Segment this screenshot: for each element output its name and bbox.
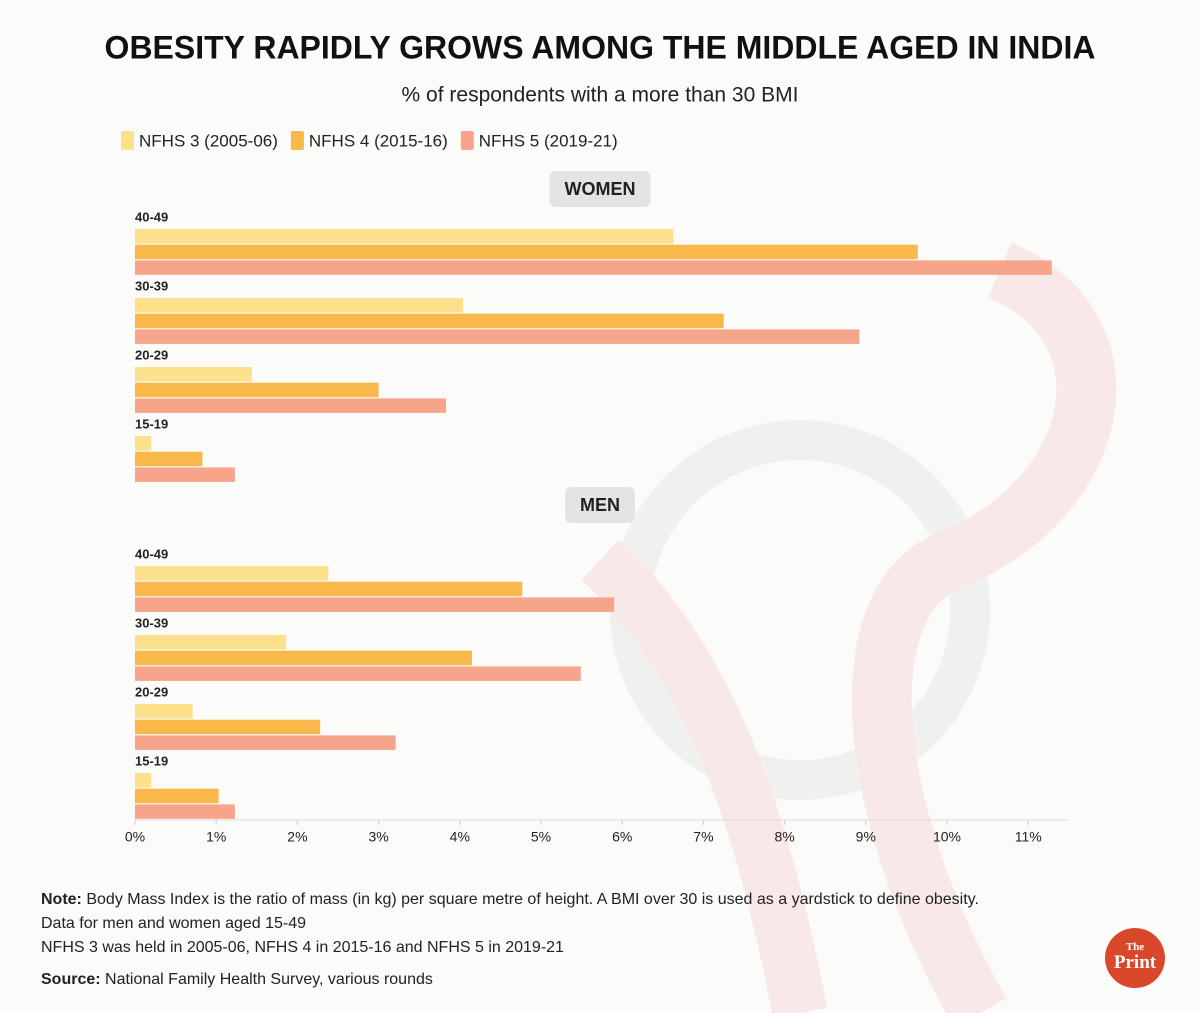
x-tick-label: 5% (531, 829, 551, 845)
x-tick-label: 6% (612, 829, 632, 845)
legend-swatch (290, 131, 304, 150)
note: Note: Body Mass Index is the ratio of ma… (41, 888, 979, 912)
category-label: 20-29 (135, 684, 168, 699)
source-text: National Family Health Survey, various r… (105, 971, 433, 988)
logo-bottom: Print (1113, 952, 1157, 973)
x-tick-label: 2% (287, 829, 307, 845)
x-tick-label: 3% (368, 829, 388, 845)
note-line: Data for men and women aged 15-49 (41, 915, 307, 932)
bar (135, 788, 219, 804)
panel-title-bg (565, 487, 635, 523)
background-decoration (581, 242, 1117, 1013)
x-tick-label: 9% (856, 829, 876, 845)
bar (135, 313, 724, 329)
legend-swatch (121, 131, 134, 150)
category-label: 40-49 (135, 209, 168, 224)
legend-label: NFHS 4 (2015-16) (309, 131, 448, 150)
bar (135, 467, 235, 482)
bar (135, 436, 152, 451)
bar (135, 719, 321, 735)
bar (135, 666, 581, 681)
x-tick-label: 11% (1015, 829, 1042, 845)
bar (135, 773, 152, 788)
x-tick-label: 0% (125, 829, 145, 845)
bar (135, 367, 252, 382)
bar (135, 229, 674, 244)
category-label: 40-49 (135, 546, 168, 561)
subtitle: % of respondents with a more than 30 BMI (402, 84, 799, 107)
bar (135, 451, 203, 467)
x-tick-label: 1% (206, 829, 226, 845)
source-label: Source: (41, 971, 101, 988)
panel-title: WOMEN (565, 179, 636, 199)
category-label: 15-19 (135, 416, 168, 431)
category-label: 30-39 (135, 615, 168, 630)
category-label: 30-39 (135, 278, 168, 293)
x-tick-label: 8% (774, 829, 794, 845)
bar (135, 597, 615, 612)
panel-title: MEN (580, 495, 620, 515)
bar (135, 704, 193, 719)
x-tick-label: 7% (693, 829, 713, 845)
category-label: 20-29 (135, 347, 168, 362)
source: Source: National Family Health Survey, v… (41, 968, 433, 992)
logo-top: The (1125, 941, 1145, 953)
x-tick-label: 10% (933, 829, 961, 845)
legend-swatch (460, 131, 474, 150)
legend-label: NFHS 5 (2019-21) (479, 131, 618, 150)
bar (135, 735, 396, 750)
bar (135, 581, 523, 597)
bar (135, 382, 379, 398)
bar (135, 804, 235, 819)
note-text: Body Mass Index is the ratio of mass (in… (86, 891, 979, 908)
bar (135, 260, 1052, 275)
x-tick-label: 4% (450, 829, 470, 845)
note-line: NFHS 3 was held in 2005-06, NFHS 4 in 20… (41, 939, 564, 956)
logo: The Print (1105, 928, 1165, 988)
bar (135, 635, 287, 650)
bar (135, 298, 464, 313)
bar (135, 244, 918, 260)
bar (135, 329, 860, 344)
category-label: 15-19 (135, 753, 168, 768)
bar (135, 398, 446, 413)
note-label: Note: (41, 891, 82, 908)
title: OBESITY RAPIDLY GROWS AMONG THE MIDDLE A… (105, 29, 1096, 65)
legend-label: NFHS 3 (2005-06) (139, 131, 278, 150)
bar (135, 650, 472, 666)
panel-title-bg (549, 171, 651, 207)
bar (135, 566, 329, 581)
